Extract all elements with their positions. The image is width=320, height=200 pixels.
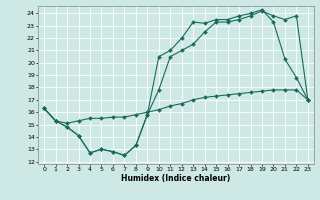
X-axis label: Humidex (Indice chaleur): Humidex (Indice chaleur) [121,174,231,183]
